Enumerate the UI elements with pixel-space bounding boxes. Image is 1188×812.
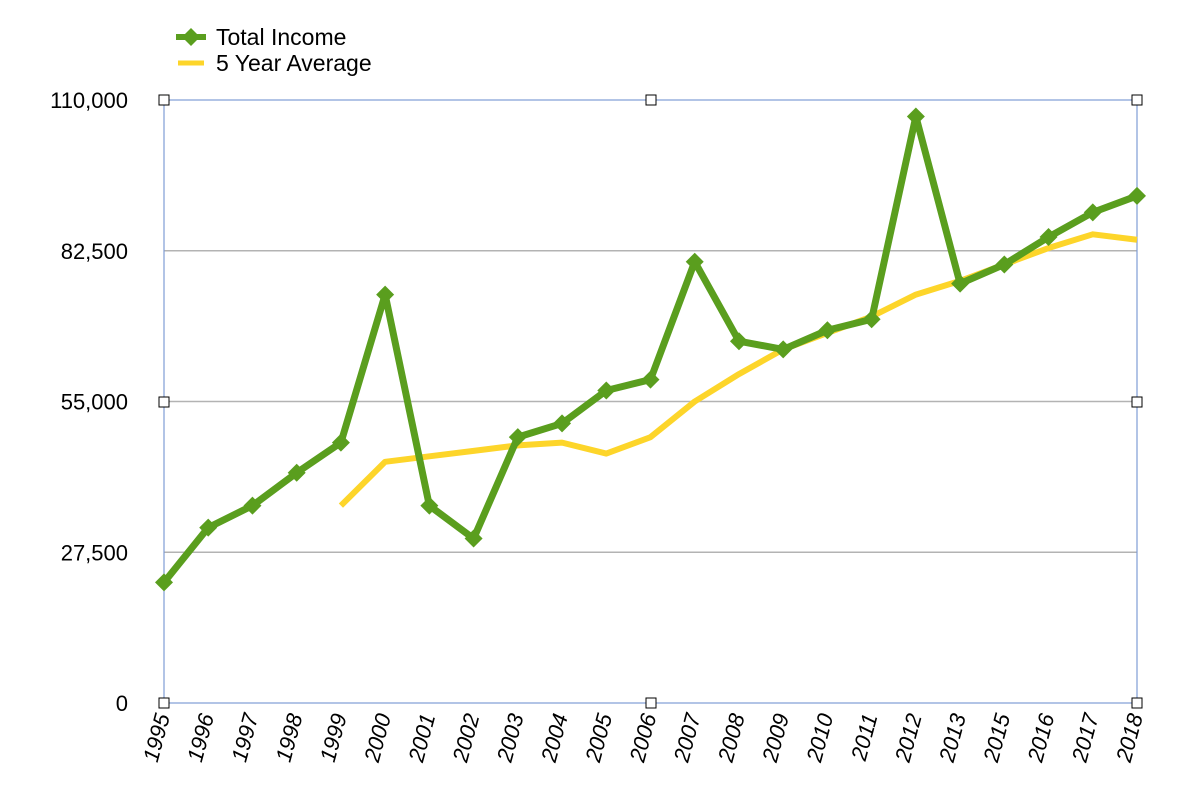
x-tick-label: 2006 <box>624 710 661 765</box>
data-point-marker <box>862 310 881 329</box>
data-point-marker <box>420 496 439 515</box>
series-lines <box>155 107 1146 592</box>
legend-item-5-year-average: 5 Year Average <box>178 50 372 76</box>
data-point-marker <box>243 496 262 515</box>
legend-label-total-income: Total Income <box>216 24 346 50</box>
data-point-marker <box>641 370 660 389</box>
x-tick-label: 2012 <box>890 711 927 766</box>
data-point-marker <box>1083 203 1102 222</box>
data-point-marker <box>951 274 970 293</box>
data-point-marker <box>1128 186 1146 205</box>
x-tick-label: 2011 <box>846 711 883 764</box>
data-point-marker <box>906 107 925 126</box>
data-point-marker <box>155 573 173 592</box>
data-point-marker <box>553 414 572 433</box>
x-tick-label: 1995 <box>138 710 175 764</box>
x-tick-label: 2001 <box>403 711 440 766</box>
x-tick-label: 1997 <box>226 710 263 764</box>
data-point-marker <box>1039 228 1058 247</box>
x-tick-label: 2000 <box>359 710 396 765</box>
resize-handle[interactable] <box>1131 697 1143 709</box>
x-tick-label: 2005 <box>580 710 617 765</box>
x-tick-label: 2004 <box>536 711 573 766</box>
resize-handle[interactable] <box>1131 396 1143 408</box>
data-point-marker <box>376 285 395 304</box>
resize-handle[interactable] <box>1131 94 1143 106</box>
selection-handles[interactable] <box>158 94 1143 709</box>
gridlines <box>164 249 1137 554</box>
x-tick-label: 2010 <box>801 710 838 765</box>
x-axis-tick-labels: 1995 1996 1997 1998 1999 2000 2001 2002 2003 2004… <box>138 710 1148 765</box>
y-tick-label: 55,000 <box>61 390 128 415</box>
legend-label-5-year-average: 5 Year Average <box>216 50 372 76</box>
data-point-marker <box>464 529 483 548</box>
data-point-marker <box>729 332 748 351</box>
series-line-total-income <box>161 112 1139 585</box>
resize-handle[interactable] <box>158 94 170 106</box>
y-tick-label: 82,500 <box>61 239 128 264</box>
data-point-marker <box>199 518 218 537</box>
legend-diamond-marker <box>182 28 200 46</box>
data-point-marker <box>331 433 350 452</box>
y-tick-label: 27,500 <box>61 540 128 565</box>
x-tick-label: 2017 <box>1067 710 1104 765</box>
x-tick-label: 2013 <box>934 710 971 765</box>
y-tick-label: 110,000 <box>50 88 128 113</box>
x-tick-label: 1999 <box>315 711 352 765</box>
resize-handle[interactable] <box>645 94 657 106</box>
y-axis-tick-labels: 0 27,500 55,000 82,500 110,000 <box>50 88 128 716</box>
x-tick-label: 2008 <box>713 710 750 765</box>
data-point-marker <box>818 321 837 340</box>
x-tick-label: 2018 <box>1111 710 1148 765</box>
resize-handle[interactable] <box>645 697 657 709</box>
x-tick-label: 2015 <box>978 710 1015 765</box>
resize-handle[interactable] <box>158 396 170 408</box>
resize-handle[interactable] <box>158 697 170 709</box>
data-point-marker <box>774 340 793 359</box>
data-point-marker <box>287 463 306 482</box>
legend-item-total-income: Total Income <box>176 24 346 50</box>
x-tick-label: 2007 <box>668 710 705 765</box>
data-point-marker <box>597 381 616 400</box>
data-point-marker <box>685 252 704 271</box>
y-tick-label: 0 <box>116 691 128 716</box>
legend: Total Income 5 Year Average <box>176 24 372 76</box>
data-point-marker <box>508 428 527 447</box>
x-tick-label: 2002 <box>447 711 484 766</box>
x-tick-label: 2009 <box>757 711 794 766</box>
data-point-marker <box>995 255 1014 274</box>
x-tick-label: 1998 <box>271 710 308 764</box>
x-tick-label: 1996 <box>182 710 219 764</box>
x-tick-label: 2003 <box>492 710 529 765</box>
series-line-5-year-average <box>338 231 1138 508</box>
x-tick-label: 2016 <box>1022 710 1059 765</box>
